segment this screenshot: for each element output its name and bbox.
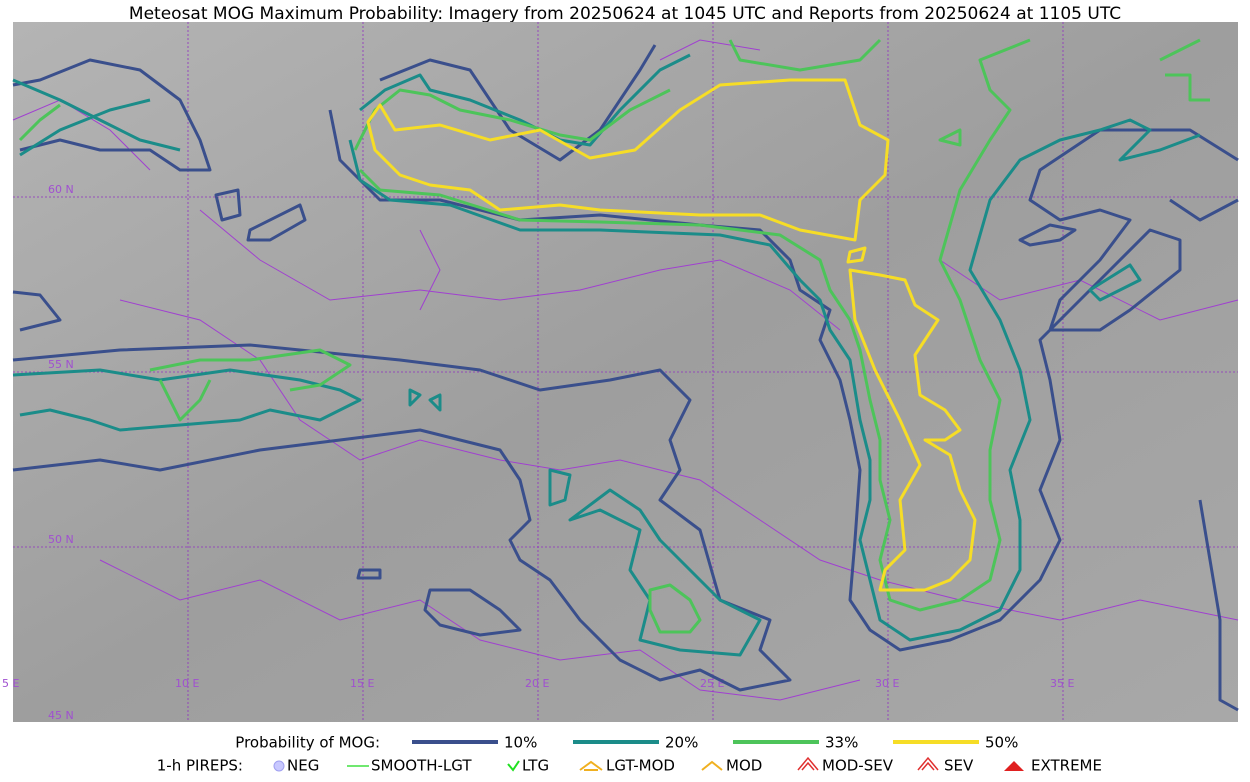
legend-label: 50% [985,734,1018,752]
pirep-label: MOD-SEV [822,757,894,775]
lon-label: 20 E [525,677,549,690]
contour-10 [12,44,1239,712]
pirep-label: SMOOTH-LGT [371,757,472,775]
lat-label: 60 N [48,183,74,196]
contour-50 [366,78,977,592]
lat-label: 45 N [48,709,74,722]
legend-label: 33% [825,734,858,752]
pirep-icon [1004,761,1024,771]
pirep-icon [507,760,520,772]
lon-label: 35 E [1050,677,1074,690]
lon-label: 30 E [875,677,899,690]
pirep-icon [273,760,285,772]
graticule: 60 N 55 N 50 N 45 N 5 E 10 E 15 E 20 E 2… [2,22,1238,722]
lon-label: 15 E [350,677,374,690]
legend-label: 10% [504,734,537,752]
legend-title: Probability of MOG: [235,734,380,752]
pirep-label: MOD [726,757,762,775]
lat-label: 50 N [48,533,74,546]
contours [12,38,1239,712]
contour-33 [18,38,1210,634]
title: Meteosat MOG Maximum Probability: Imager… [129,4,1121,24]
pirep-label: EXTREME [1031,757,1102,775]
grid-lines [13,22,1238,722]
pirep-icon [917,756,939,771]
pirep-icon [579,760,603,771]
lat-label: 55 N [48,358,74,371]
lon-label: 5 E [2,677,19,690]
pirep-icon [701,760,723,771]
pirep-label: LGT-MOD [606,757,675,775]
legend-label: 20% [665,734,698,752]
legend: Probability of MOG: 10% 20% 33% 50% 1-h … [157,734,1102,775]
map: 60 N 55 N 50 N 45 N 5 E 10 E 15 E 20 E 2… [2,22,1239,722]
lon-label: 10 E [175,677,199,690]
pirep-icon [797,756,819,771]
pirep-title: 1-h PIREPS: [157,757,243,775]
pirep-label: SEV [944,757,974,775]
pirep-label: LTG [522,757,549,775]
pirep-label: NEG [287,757,319,775]
contour-20 [12,53,1201,657]
